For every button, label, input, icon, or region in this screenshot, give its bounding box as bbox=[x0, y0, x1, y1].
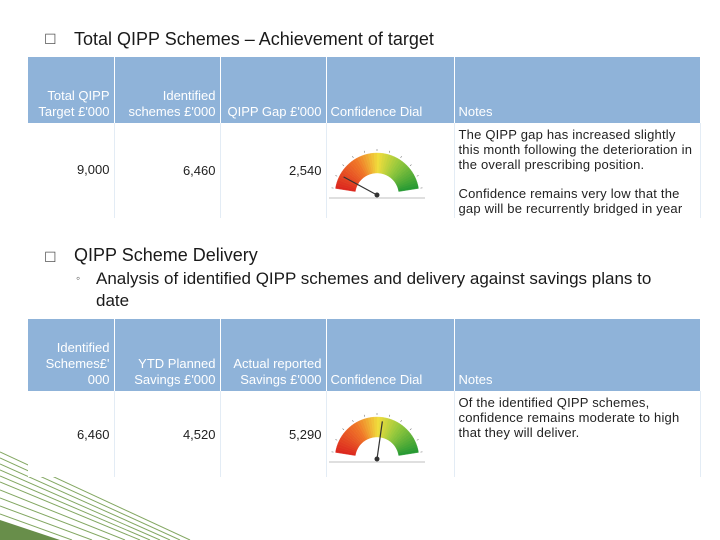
table-header-row: Total QIPP Target £'000 Identified schem… bbox=[28, 57, 701, 123]
dial-tick bbox=[416, 438, 419, 441]
notes-cell: Of the identified QIPP schemes, confiden… bbox=[454, 391, 701, 477]
dial-tick bbox=[351, 156, 354, 159]
dial-tick bbox=[341, 164, 344, 167]
dial-tick bbox=[363, 414, 365, 417]
qipp-delivery-table: Identified Schemes£' 000 YTD Planned Sav… bbox=[28, 319, 701, 477]
dial-needle bbox=[342, 176, 377, 196]
table-row: 9,000 6,460 2,540 The QIPP gap has incre… bbox=[28, 123, 701, 218]
dial-tick bbox=[399, 419, 402, 422]
dial-segment bbox=[397, 185, 419, 192]
note-text: Of the identified QIPP schemes, confiden… bbox=[458, 395, 680, 440]
confidence-dial-cell bbox=[326, 391, 455, 477]
col-header-identified: Identified Schemes£' 000 bbox=[28, 319, 115, 391]
dial-tick bbox=[399, 156, 402, 159]
dial-needle bbox=[375, 420, 383, 459]
col-header-target: Total QIPP Target £'000 bbox=[28, 57, 115, 123]
identified-value: 6,460 bbox=[28, 391, 115, 477]
planned-value: 4,520 bbox=[114, 391, 221, 477]
gap-value: 2,540 bbox=[220, 123, 327, 218]
target-value: 9,000 bbox=[28, 123, 115, 218]
dial-tick bbox=[334, 175, 337, 177]
section1-heading: Total QIPP Schemes – Achievement of targ… bbox=[74, 29, 434, 49]
confidence-dial-cell bbox=[326, 123, 455, 218]
dial-tick bbox=[351, 419, 354, 422]
dial-hub bbox=[374, 456, 379, 461]
col-header-planned: YTD Planned Savings £'000 bbox=[114, 319, 221, 391]
box-bullet-icon: ☐ bbox=[44, 32, 57, 48]
table-header-row: Identified Schemes£' 000 YTD Planned Sav… bbox=[28, 319, 701, 391]
dial-tick bbox=[416, 175, 419, 177]
note-text: Confidence remains very low that the gap… bbox=[458, 186, 683, 216]
dial-tick bbox=[409, 164, 412, 167]
confidence-dial-gauge bbox=[328, 149, 425, 199]
dial-tick bbox=[388, 414, 390, 417]
col-header-dial: Confidence Dial bbox=[326, 319, 455, 391]
dial-tick bbox=[409, 427, 412, 430]
confidence-dial-gauge bbox=[328, 412, 425, 462]
section2-subheading: Analysis of identified QIPP schemes and … bbox=[96, 269, 652, 310]
col-header-notes: Notes bbox=[454, 319, 701, 391]
col-header-notes: Notes bbox=[454, 57, 701, 123]
dial-tick bbox=[341, 427, 344, 430]
dial-hub bbox=[374, 192, 379, 198]
col-header-actual: Actual reported Savings £'000 bbox=[220, 319, 327, 391]
col-header-dial: Confidence Dial bbox=[326, 57, 455, 123]
qipp-target-table: Total QIPP Target £'000 Identified schem… bbox=[28, 57, 701, 218]
dial-tick bbox=[334, 438, 337, 441]
table-row: 6,460 4,520 5,290 Of the identified QIPP… bbox=[28, 391, 701, 477]
circle-bullet-icon: ◦ bbox=[76, 271, 81, 285]
note-text: The QIPP gap has increased slightly this… bbox=[458, 127, 693, 172]
col-header-identified: Identified schemes £'000 bbox=[114, 57, 221, 123]
actual-value: 5,290 bbox=[220, 391, 327, 477]
dial-tick bbox=[363, 150, 365, 153]
dial-segment bbox=[397, 448, 419, 456]
section2-heading: QIPP Scheme Delivery bbox=[74, 245, 258, 265]
notes-cell: The QIPP gap has increased slightly this… bbox=[454, 123, 701, 218]
dial-tick bbox=[388, 150, 390, 153]
box-bullet-icon: ☐ bbox=[44, 250, 57, 266]
col-header-gap: QIPP Gap £'000 bbox=[220, 57, 327, 123]
identified-value: 6,460 bbox=[114, 123, 221, 218]
